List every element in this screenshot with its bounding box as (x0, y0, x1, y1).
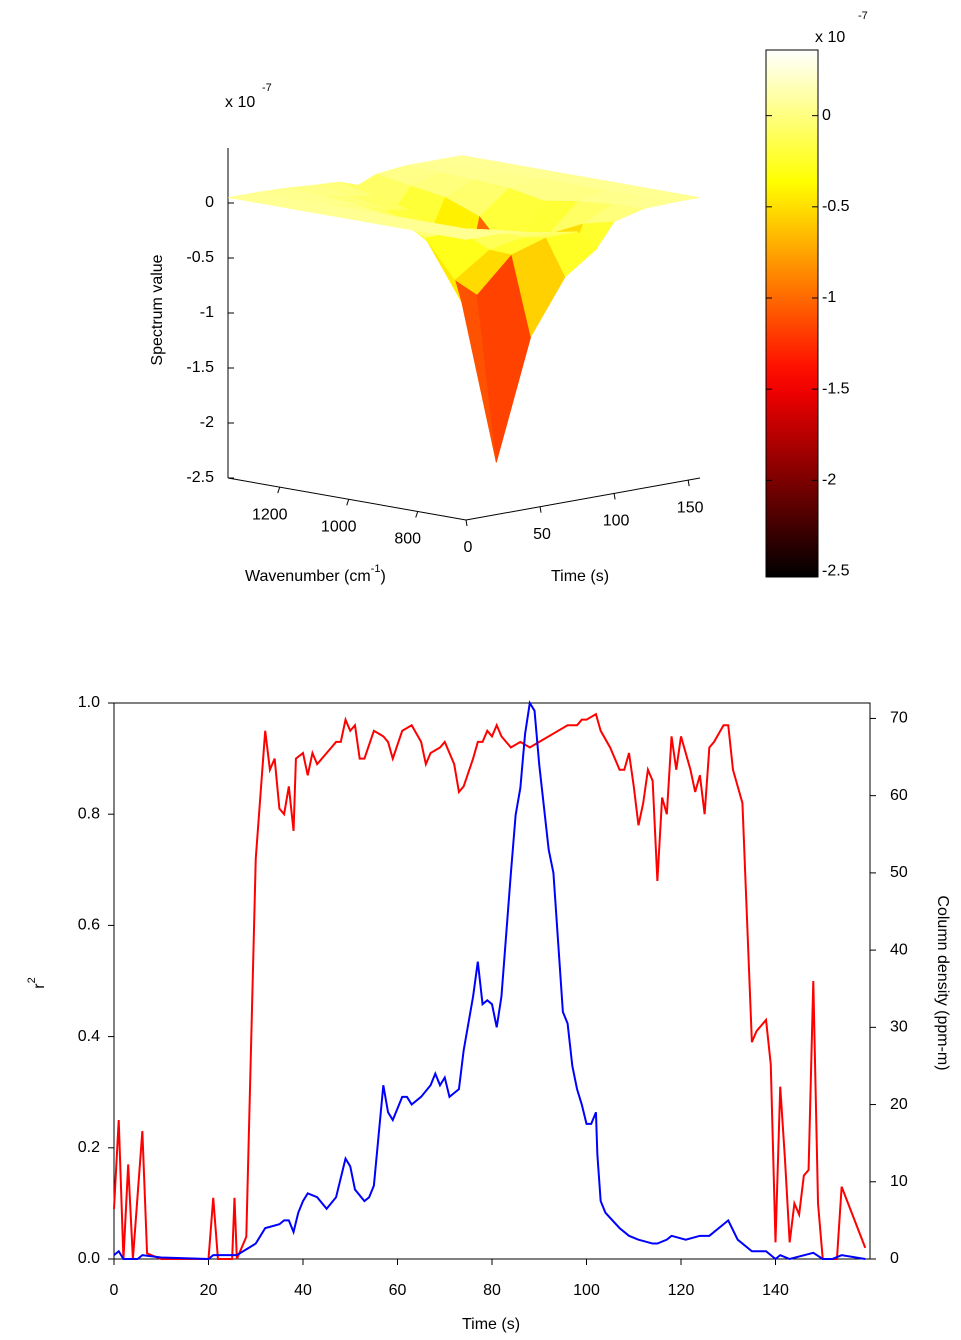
x-axis-label: Wavenumber (cm-1) (245, 563, 386, 585)
y-tick (687, 480, 690, 487)
x-tick-label: 140 (762, 1282, 789, 1299)
x-tick-label: 20 (200, 1282, 218, 1299)
colorbar (765, 49, 819, 578)
z-axis-label: Spectrum value (149, 254, 166, 365)
x-axis (227, 477, 467, 521)
y-tick-label: 150 (677, 499, 704, 516)
y2-tick-label: 20 (890, 1096, 908, 1113)
series-line (113, 712, 867, 1260)
x-label-end: ) (380, 568, 385, 585)
y-tick-label: 0.4 (78, 1028, 100, 1045)
x-tick-label: 120 (668, 1282, 695, 1299)
y-tick-label: 0.0 (78, 1250, 100, 1267)
colorbar-tick-label: -0.5 (822, 198, 850, 215)
colorbar-exponent: -7 (858, 10, 868, 22)
colorbar-tick-label: -1.5 (822, 380, 850, 397)
y-tick-label: 50 (533, 526, 551, 543)
plot-frame (113, 702, 871, 1260)
surface-patch (434, 228, 496, 240)
x-tick-label: 0 (110, 1282, 119, 1299)
y-tick-label: 100 (603, 513, 630, 530)
colorbar-tick-label: -1 (822, 289, 836, 306)
y2-tick-label: 70 (890, 710, 908, 727)
y-label-sup: 2 (26, 977, 38, 983)
z-tick-label: 0 (205, 194, 214, 211)
multiplier: x 10 (225, 94, 255, 111)
y2-axis-label: Column density (ppm-m) (934, 895, 951, 1070)
x-tick-label: 60 (389, 1282, 407, 1299)
y2-tick-label: 30 (890, 1019, 908, 1036)
y-tick (465, 519, 468, 527)
z-tick-label: -1 (200, 304, 214, 321)
colorbar-tick-label: -2.5 (822, 563, 850, 580)
x-tick-label: 1200 (252, 506, 288, 523)
series-line (113, 700, 866, 1261)
x-label-sup: -1 (371, 563, 381, 575)
x-tick-label: 80 (483, 1282, 501, 1299)
x-tick-label: 40 (294, 1282, 312, 1299)
y-tick-label: 0.6 (78, 917, 100, 934)
y-label-text: r (31, 983, 48, 989)
y2-tick-label: 40 (890, 941, 908, 958)
x-tick (346, 499, 350, 506)
y-tick-label: 0.8 (78, 805, 100, 822)
colorbar-multiplier: x 10 (815, 29, 845, 46)
y-tick (613, 493, 616, 500)
x-tick-label: 100 (573, 1282, 600, 1299)
y2-tick-label: 0 (890, 1250, 899, 1267)
y-tick (539, 506, 542, 513)
x-axis-label: Time (s) (462, 1316, 520, 1333)
y2-tick-label: 50 (890, 864, 908, 881)
x-tick-label: 1000 (321, 519, 357, 536)
y-axis (465, 477, 701, 521)
y2-tick-label: 10 (890, 1173, 908, 1190)
y-tick-label: 1.0 (78, 694, 100, 711)
y2-tick-label: 60 (890, 787, 908, 804)
colorbar-tick-label: 0 (822, 107, 831, 124)
y-tick-label: 0 (464, 539, 473, 556)
exponent: -7 (262, 82, 272, 94)
y-tick-label: 0.2 (78, 1139, 100, 1156)
x-label-text: Wavenumber (cm (245, 568, 371, 585)
colorbar-tick-label: -2 (822, 472, 836, 489)
z-tick-label: -2.5 (186, 469, 214, 486)
z-tick-label: -0.5 (186, 249, 214, 266)
x-tick-label: 800 (394, 531, 421, 548)
x-tick (415, 511, 419, 518)
z-tick-label: -1.5 (186, 359, 214, 376)
y-axis-label: Time (s) (551, 568, 609, 585)
y-axis-label: r2 (26, 977, 48, 988)
z-tick-label: -2 (200, 414, 214, 431)
x-tick (277, 486, 281, 494)
